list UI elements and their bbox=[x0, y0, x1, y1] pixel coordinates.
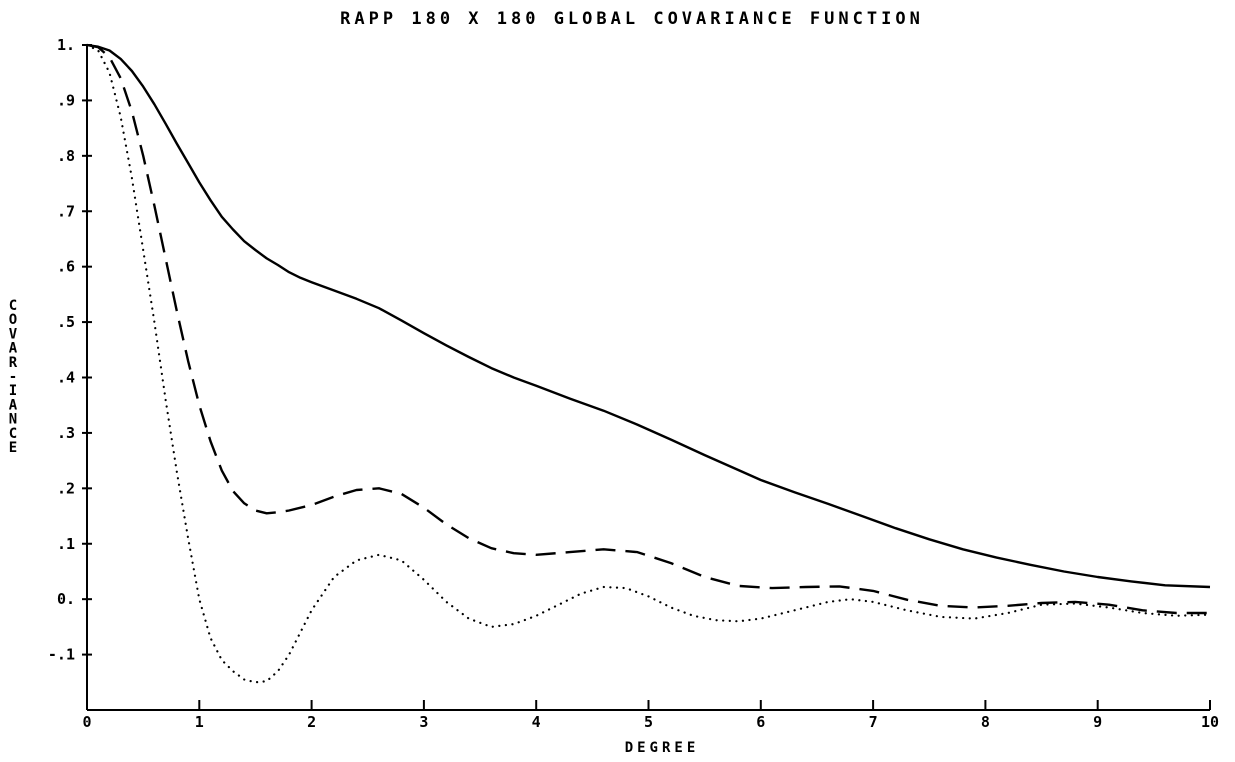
series-line-dashed bbox=[86, 43, 1210, 615]
x-axis-title: DEGREE bbox=[625, 740, 700, 756]
y-axis-title-char: R bbox=[9, 355, 18, 371]
y-tick-label: .2 bbox=[57, 479, 75, 497]
y-axis-title-char: O bbox=[9, 312, 17, 328]
y-tick-label: .5 bbox=[57, 313, 75, 331]
x-tick-label: 5 bbox=[644, 713, 653, 731]
x-tick-label: 4 bbox=[532, 713, 541, 731]
y-tick-label: -.1 bbox=[48, 646, 75, 664]
y-tick-label: .9 bbox=[57, 91, 75, 109]
series-line-dotted bbox=[85, 43, 1212, 684]
y-tick-label: .7 bbox=[57, 202, 75, 220]
x-tick-label: 6 bbox=[756, 713, 765, 731]
series-line-solid bbox=[86, 43, 1211, 589]
y-axis-title-char: C bbox=[9, 298, 17, 314]
y-axis-title-char: C bbox=[9, 426, 17, 442]
x-tick-label: 10 bbox=[1201, 713, 1219, 731]
y-tick-label: .1 bbox=[57, 535, 75, 553]
axes bbox=[82, 44, 1211, 711]
y-tick-labels: 1. .9 .8 .7 .6 .5 .4 .3 .2 .1 0. -.1 bbox=[48, 36, 75, 664]
y-tick-label: .3 bbox=[57, 424, 75, 442]
y-tick-label: 1. bbox=[57, 36, 75, 54]
chart-title: RAPP 180 X 180 GLOBAL COVARIANCE FUNCTIO… bbox=[340, 9, 924, 29]
x-tick-label: 0 bbox=[82, 713, 91, 731]
y-axis-title-char: V bbox=[9, 326, 18, 342]
x-tick-labels: 0 1 2 3 4 5 6 7 8 9 10 bbox=[82, 713, 1219, 731]
y-axis-title-char: I bbox=[9, 383, 17, 399]
series-layer bbox=[85, 43, 1212, 684]
y-tick-label: .4 bbox=[57, 369, 75, 387]
x-tick-label: 7 bbox=[869, 713, 878, 731]
y-axis-title-char: N bbox=[9, 412, 17, 428]
x-tick-label: 2 bbox=[307, 713, 316, 731]
y-axis-title-char: - bbox=[9, 369, 17, 385]
x-tick-label: 1 bbox=[195, 713, 204, 731]
y-axis-title: COVAR-IANCE bbox=[9, 298, 18, 456]
y-axis-title-char: A bbox=[9, 397, 18, 413]
y-axis-title-char: E bbox=[9, 440, 17, 456]
y-axis-title-char: A bbox=[9, 341, 18, 357]
y-tick-label: .8 bbox=[57, 147, 75, 165]
x-tick-label: 3 bbox=[419, 713, 428, 731]
y-tick-label: 0. bbox=[57, 590, 75, 608]
y-tick-label: .6 bbox=[57, 258, 75, 276]
x-tick-label: 8 bbox=[981, 713, 990, 731]
x-tick-label: 9 bbox=[1093, 713, 1102, 731]
